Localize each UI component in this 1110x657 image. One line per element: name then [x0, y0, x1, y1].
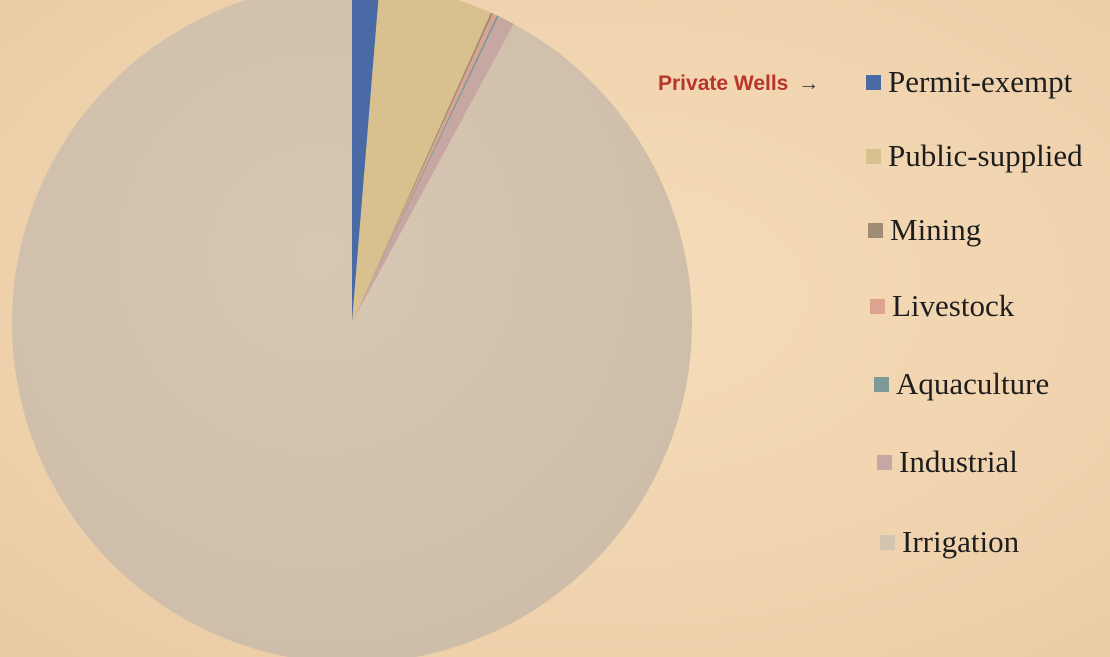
private-wells-callout: Private Wells → [658, 72, 819, 96]
pie-slice-permit-exempt [352, 0, 379, 323]
pie-slice-aquaculture [352, 15, 499, 324]
pie-slice-public-supplied [352, 0, 491, 323]
private-wells-label: Private Wells [658, 72, 789, 95]
pie-slice-mining [352, 12, 493, 323]
pie-slice-irrigation [12, 0, 692, 657]
right-arrow-icon: → [798, 72, 820, 95]
pie-slice-industrial [352, 16, 514, 324]
pie-slice-livestock [352, 13, 497, 324]
